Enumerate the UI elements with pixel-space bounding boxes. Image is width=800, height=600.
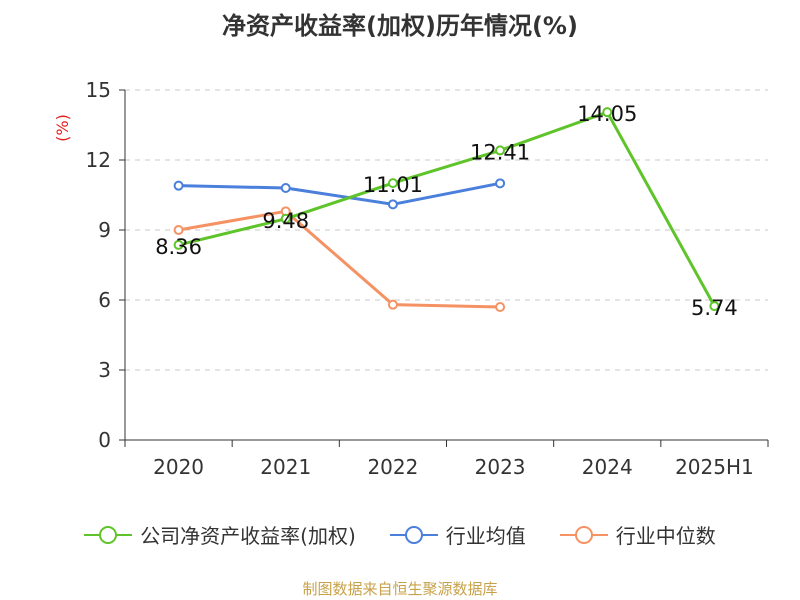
legend-label: 行业均值 xyxy=(445,524,526,548)
data-point xyxy=(387,299,398,310)
legend-line-icon xyxy=(84,525,133,544)
data-point xyxy=(173,239,184,250)
legend-item-company[interactable]: 公司净资产收益率(加权) xyxy=(84,520,356,549)
data-label: 11.01 xyxy=(363,173,423,197)
y-tick-label: 6 xyxy=(98,288,111,312)
data-label: 12.41 xyxy=(470,140,530,164)
data-point xyxy=(495,145,506,156)
legend-item-industry-median[interactable]: 行业中位数 xyxy=(559,520,716,549)
series-line xyxy=(178,110,716,307)
data-point xyxy=(709,301,720,312)
chart-legend: 公司净资产收益率(加权) 行业均值 行业中位数 xyxy=(0,520,800,549)
series-line xyxy=(178,209,501,309)
data-point xyxy=(602,107,613,118)
source-note: 制图数据来自恒生聚源数据库 xyxy=(302,580,498,598)
data-point xyxy=(495,178,506,189)
data-point xyxy=(280,213,291,224)
data-label: 8.36 xyxy=(155,235,202,259)
legend-label: 行业中位数 xyxy=(615,524,716,548)
x-tick-label: 2024 xyxy=(582,455,633,479)
x-tick-label: 2023 xyxy=(475,455,526,479)
legend-line-icon xyxy=(559,525,608,544)
data-label: 14.05 xyxy=(577,102,637,126)
x-tick-label: 2020 xyxy=(153,455,204,479)
data-point xyxy=(387,178,398,189)
legend-line-icon xyxy=(389,525,438,544)
data-point xyxy=(173,225,184,235)
legend-item-industry-mean[interactable]: 行业均值 xyxy=(389,520,526,549)
series-line xyxy=(178,181,501,206)
data-point xyxy=(387,199,398,210)
data-point xyxy=(173,180,184,191)
y-tick-label: 3 xyxy=(98,358,111,382)
x-tick-label: 2021 xyxy=(260,455,311,479)
y-tick-label: 0 xyxy=(98,428,111,452)
y-tick-label: 9 xyxy=(98,218,111,242)
data-point xyxy=(280,183,291,193)
legend-label: 公司净资产收益率(加权) xyxy=(140,524,356,548)
data-label: 5.74 xyxy=(691,296,738,320)
y-tick-label: 15 xyxy=(86,78,111,102)
y-axis-title: (%) xyxy=(53,114,72,142)
data-label: 9.48 xyxy=(262,209,309,233)
x-tick-label: 2022 xyxy=(367,455,418,479)
data-point xyxy=(495,302,506,312)
chart-title: 净资产收益率(加权)历年情况(%) xyxy=(222,12,578,40)
y-tick-label: 12 xyxy=(86,148,111,172)
x-tick-label: 2025H1 xyxy=(675,455,754,479)
